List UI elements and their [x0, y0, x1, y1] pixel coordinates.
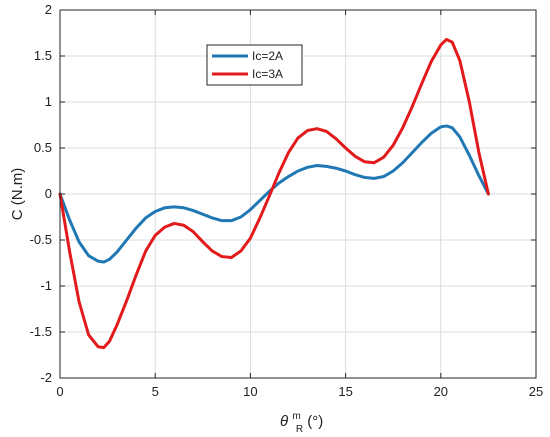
y-tick-label: -2: [40, 370, 52, 385]
y-tick-label: 2: [45, 2, 52, 17]
x-tick-label: 20: [434, 384, 448, 399]
y-tick-label: -1: [40, 278, 52, 293]
x-axis-label-subscript: R: [296, 424, 303, 435]
tick-layer: 0 5 10 15 20 25 -2 -1.5 -1 -0.5 0 0.5 1 1.5 2: [30, 2, 544, 399]
x-tick-label: 10: [243, 384, 257, 399]
series-line-2: [58, 37, 490, 350]
legend-label-series-2: Ic=3A: [252, 67, 283, 81]
x-tick-label: 25: [529, 384, 543, 399]
x-tick-label: 15: [338, 384, 352, 399]
legend-box: [206, 44, 303, 86]
y-tick-label: 0.5: [34, 140, 52, 155]
y-tick-label: 1: [45, 94, 52, 109]
x-axis-label-symbol: θ: [280, 413, 288, 430]
y-axis-label: C (N.m): [9, 168, 26, 221]
legend-label-series-1: Ic=2A: [252, 49, 283, 63]
x-axis-label: θ m R (°): [280, 406, 323, 436]
y-tick-label: 0: [45, 186, 52, 201]
legend: Ic=2A Ic=3A: [206, 44, 303, 86]
y-tick-label: -0.5: [30, 232, 52, 247]
x-tick-label: 5: [152, 384, 159, 399]
series-layer: [58, 37, 490, 350]
y-tick-label: -1.5: [30, 324, 52, 339]
x-tick-label: 0: [56, 384, 63, 399]
y-tick-label: 1.5: [34, 48, 52, 63]
x-axis-label-unit: (°): [307, 413, 323, 430]
x-axis-label-superscript: m: [292, 411, 300, 422]
